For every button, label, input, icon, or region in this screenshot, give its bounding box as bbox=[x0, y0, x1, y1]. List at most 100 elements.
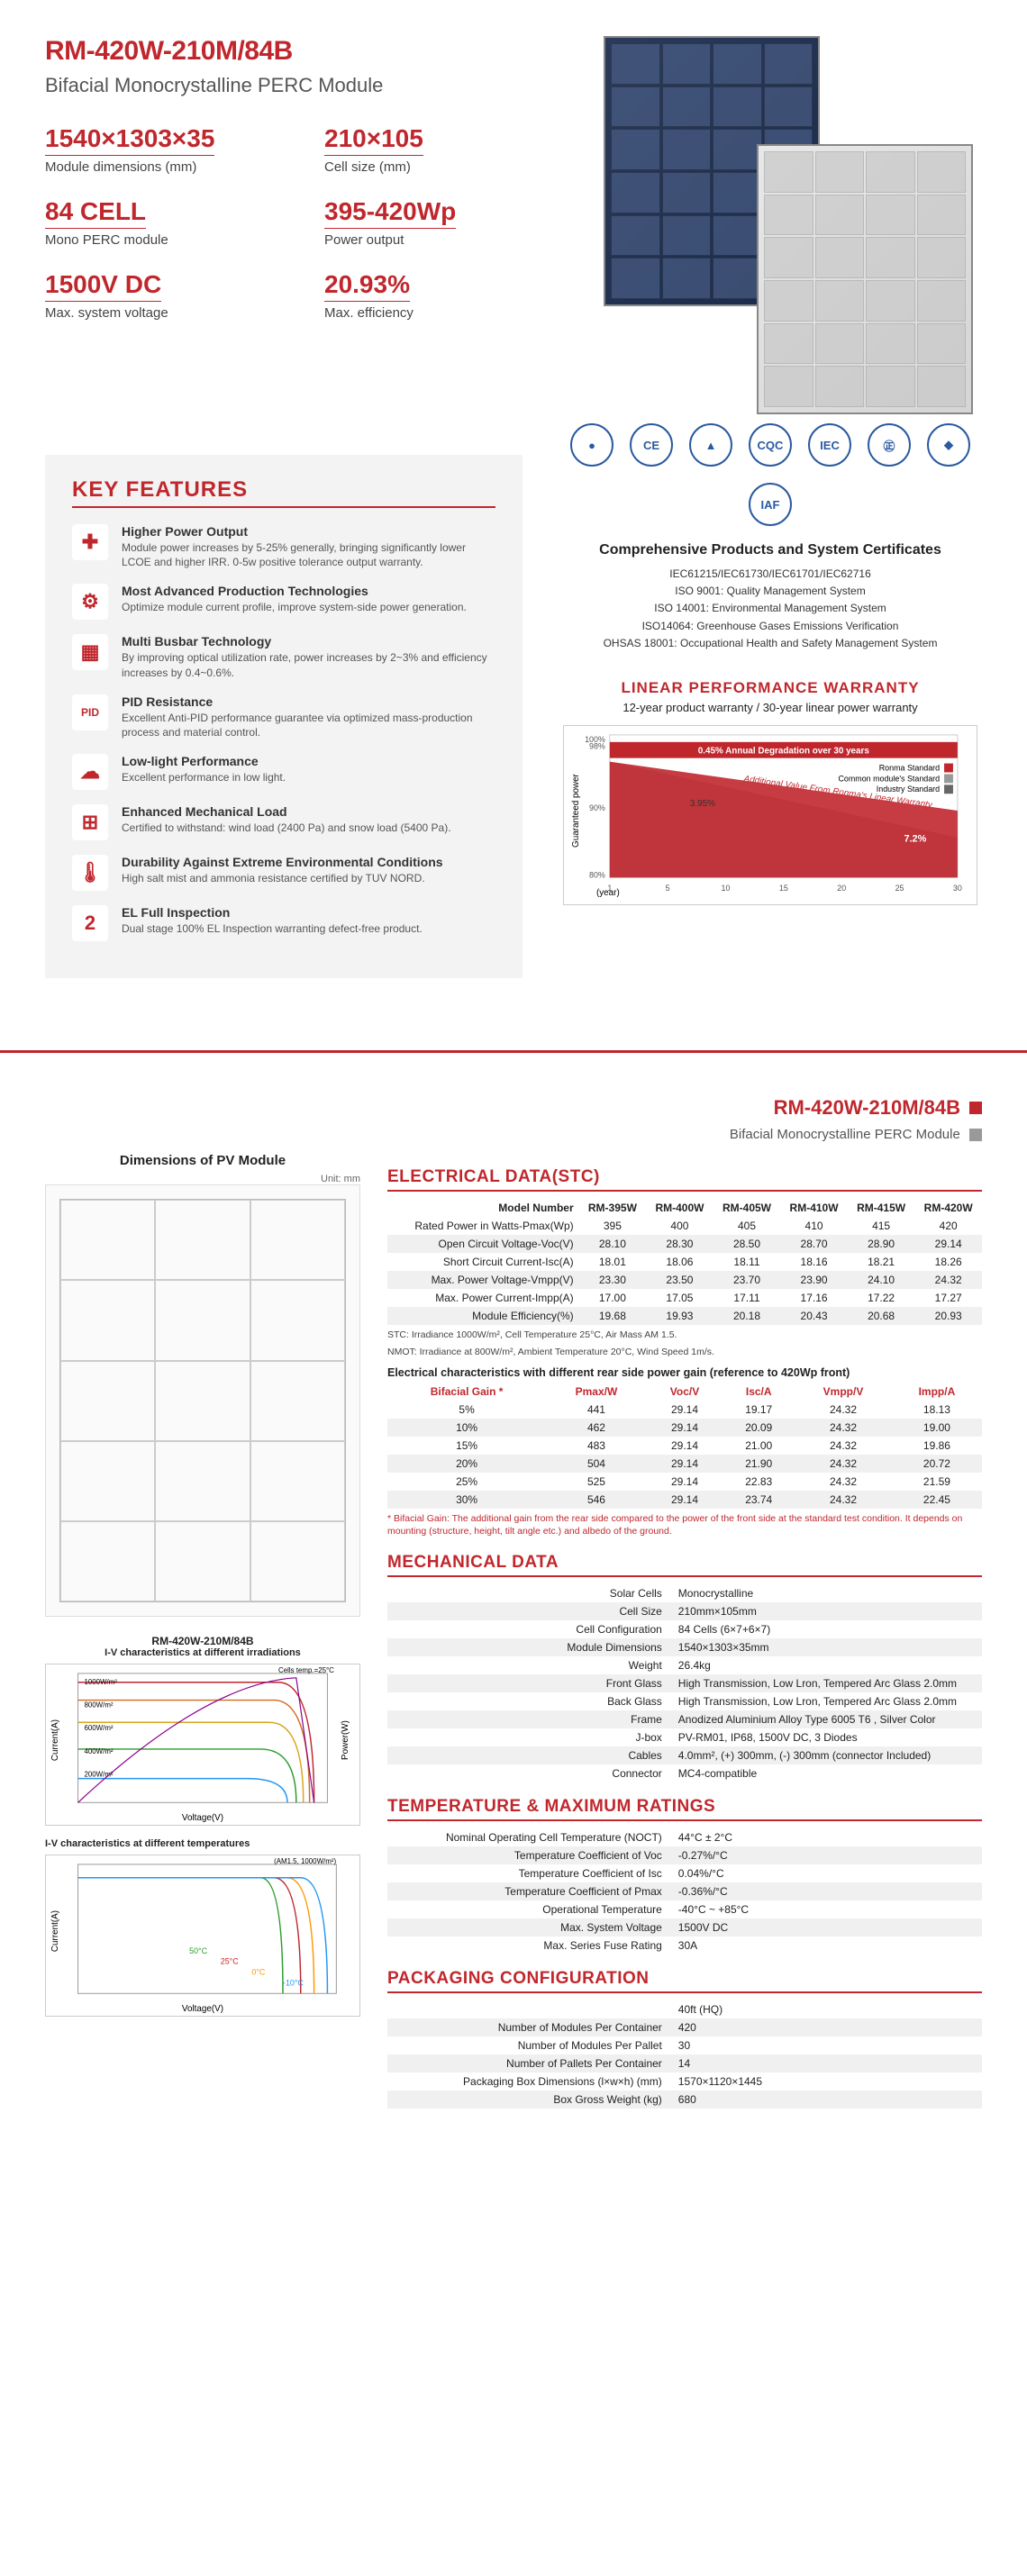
feature-title: Low-light Performance bbox=[122, 754, 286, 768]
feature-desc: By improving optical utilization rate, p… bbox=[122, 650, 495, 679]
kv-label: Packaging Box Dimensions (l×w×h) (mm) bbox=[387, 2073, 673, 2091]
feature-icon: PID bbox=[72, 694, 108, 730]
spec-value: 84 CELL bbox=[45, 197, 146, 229]
warranty-title: LINEAR PERFORMANCE WARRANTY bbox=[559, 679, 982, 697]
svg-text:90%: 90% bbox=[589, 803, 605, 812]
feature-icon: ▦ bbox=[72, 634, 108, 670]
page2-model: RM-420W-210M/84B bbox=[774, 1096, 960, 1120]
kv-label: Number of Modules Per Pallet bbox=[387, 2036, 673, 2054]
pack-heading: PACKAGING CONFIGURATION bbox=[387, 1969, 982, 1993]
kv-value: 210mm×105mm bbox=[673, 1602, 982, 1620]
elec-heading: ELECTRICAL DATA(STC) bbox=[387, 1167, 982, 1192]
feature-item: ✚Higher Power OutputModule power increas… bbox=[72, 524, 495, 569]
kv-label: Cables bbox=[387, 1746, 673, 1764]
svg-text:Power(W): Power(W) bbox=[341, 1720, 350, 1760]
feature-title: Higher Power Output bbox=[122, 524, 495, 539]
stc-note: STC: Irradiance 1000W/m², Cell Temperatu… bbox=[387, 1329, 982, 1342]
svg-text:(AM1.5, 1000W/m²): (AM1.5, 1000W/m²) bbox=[274, 1857, 336, 1865]
grey-square-icon bbox=[969, 1129, 982, 1141]
svg-text:Industry Standard: Industry Standard bbox=[877, 785, 940, 794]
cert-badge: IAF bbox=[749, 483, 792, 526]
svg-text:50°C: 50°C bbox=[189, 1946, 207, 1955]
mechanical-table: Solar CellsMonocrystallineCell Size210mm… bbox=[387, 1584, 982, 1782]
kv-value: 30A bbox=[673, 1937, 982, 1955]
temperature-table: Nominal Operating Cell Temperature (NOCT… bbox=[387, 1828, 982, 1955]
spec-label: Module dimensions (mm) bbox=[45, 159, 288, 175]
kv-value: PV-RM01, IP68, 1500V DC, 3 Diodes bbox=[673, 1728, 982, 1746]
cert-badge: CQC bbox=[749, 423, 792, 467]
kv-value: 30 bbox=[673, 2036, 982, 2054]
kv-label: Nominal Operating Cell Temperature (NOCT… bbox=[387, 1828, 673, 1846]
svg-text:80%: 80% bbox=[589, 870, 605, 879]
svg-text:3.95%: 3.95% bbox=[690, 799, 715, 809]
panel-back-image bbox=[757, 144, 973, 414]
panel-images bbox=[604, 36, 982, 423]
kv-value: 14 bbox=[673, 2054, 982, 2073]
svg-text:800W/m²: 800W/m² bbox=[84, 1701, 113, 1710]
cert-list: IEC61215/IEC61730/IEC61701/IEC62716ISO 9… bbox=[559, 566, 982, 652]
spec-label: Cell size (mm) bbox=[324, 159, 568, 175]
svg-text:7.2%: 7.2% bbox=[904, 834, 927, 845]
svg-text:600W/m²: 600W/m² bbox=[84, 1724, 113, 1732]
kv-label: Box Gross Weight (kg) bbox=[387, 2091, 673, 2109]
feature-desc: High salt mist and ammonia resistance ce… bbox=[122, 871, 443, 885]
kv-label: Temperature Coefficient of Pmax bbox=[387, 1882, 673, 1900]
kv-label: Connector bbox=[387, 1764, 673, 1782]
spec-value: 395-420Wp bbox=[324, 197, 456, 229]
svg-text:1: 1 bbox=[607, 884, 612, 893]
module-subtitle: Bifacial Monocrystalline PERC Module bbox=[45, 74, 568, 97]
kv-value: -0.27%/°C bbox=[673, 1846, 982, 1864]
svg-text:Cells temp.=25°C: Cells temp.=25°C bbox=[278, 1666, 334, 1674]
feature-item: 🌡Durability Against Extreme Environmenta… bbox=[72, 855, 495, 891]
svg-text:10: 10 bbox=[722, 884, 731, 893]
kv-label: Back Glass bbox=[387, 1692, 673, 1710]
feature-title: Enhanced Mechanical Load bbox=[122, 804, 451, 819]
red-square-icon bbox=[969, 1102, 982, 1114]
svg-text:Ronma Standard: Ronma Standard bbox=[879, 763, 940, 772]
kv-label: Temperature Coefficient of Isc bbox=[387, 1864, 673, 1882]
cert-title: Comprehensive Products and System Certif… bbox=[559, 542, 982, 558]
kv-value: MC4-compatible bbox=[673, 1764, 982, 1782]
nmot-note: NMOT: Irradiance at 800W/m², Ambient Tem… bbox=[387, 1346, 982, 1359]
temp-heading: TEMPERATURE & MAXIMUM RATINGS bbox=[387, 1797, 982, 1821]
feature-desc: Optimize module current profile, improve… bbox=[122, 600, 467, 614]
kv-value: 1500V DC bbox=[673, 1918, 982, 1937]
kv-value: -0.36%/°C bbox=[673, 1882, 982, 1900]
feature-title: PID Resistance bbox=[122, 694, 495, 709]
kv-value: 4.0mm², (+) 300mm, (-) 300mm (connector … bbox=[673, 1746, 982, 1764]
model-number: RM-420W-210M/84B bbox=[45, 36, 568, 67]
feature-icon: ⊞ bbox=[72, 804, 108, 840]
kv-label: Cell Configuration bbox=[387, 1620, 673, 1638]
svg-text:Voltage(V): Voltage(V) bbox=[182, 2004, 223, 2014]
cert-badge: ● bbox=[570, 423, 613, 467]
feature-item: ☁Low-light PerformanceExcellent performa… bbox=[72, 754, 495, 790]
iv-chart-temperature: Voltage(V) Current(A) (AM1.5, 1000W/m²) … bbox=[45, 1855, 360, 2017]
cert-badge: IEC bbox=[808, 423, 851, 467]
cert-badges: ●CE▲CQCIEC㊣◆IAF bbox=[559, 423, 982, 526]
kv-label: Module Dimensions bbox=[387, 1638, 673, 1656]
kv-label: Operational Temperature bbox=[387, 1900, 673, 1918]
feature-icon: ☁ bbox=[72, 754, 108, 790]
svg-text:Guaranteed power: Guaranteed power bbox=[571, 773, 581, 848]
feature-title: Most Advanced Production Technologies bbox=[122, 584, 467, 598]
kv-value: 680 bbox=[673, 2091, 982, 2109]
kv-value: 44°C ± 2°C bbox=[673, 1828, 982, 1846]
kv-label: Max. Series Fuse Rating bbox=[387, 1937, 673, 1955]
feature-desc: Dual stage 100% EL Inspection warranting… bbox=[122, 921, 423, 936]
svg-text:400W/m²: 400W/m² bbox=[84, 1747, 113, 1755]
svg-text:-10°C: -10°C bbox=[283, 1979, 304, 1988]
kv-label: Cell Size bbox=[387, 1602, 673, 1620]
feature-desc: Module power increases by 5-25% generall… bbox=[122, 540, 495, 569]
iv2-subtitle: I-V characteristics at different tempera… bbox=[45, 1838, 360, 1849]
feature-item: ⚙Most Advanced Production TechnologiesOp… bbox=[72, 584, 495, 620]
svg-text:1000W/m²: 1000W/m² bbox=[84, 1678, 117, 1686]
spec-value: 20.93% bbox=[324, 270, 410, 302]
svg-text:25: 25 bbox=[895, 884, 904, 893]
feature-desc: Excellent Anti-PID performance guarantee… bbox=[122, 711, 495, 739]
feature-desc: Certified to withstand: wind load (2400 … bbox=[122, 821, 451, 835]
kv-label: Temperature Coefficient of Voc bbox=[387, 1846, 673, 1864]
kv-value: Anodized Aluminium Alloy Type 6005 T6 , … bbox=[673, 1710, 982, 1728]
svg-text:0.45% Annual Degradation over: 0.45% Annual Degradation over 30 years bbox=[698, 747, 870, 757]
cert-badge: ◆ bbox=[927, 423, 970, 467]
kv-value: 40ft (HQ) bbox=[673, 2000, 982, 2018]
